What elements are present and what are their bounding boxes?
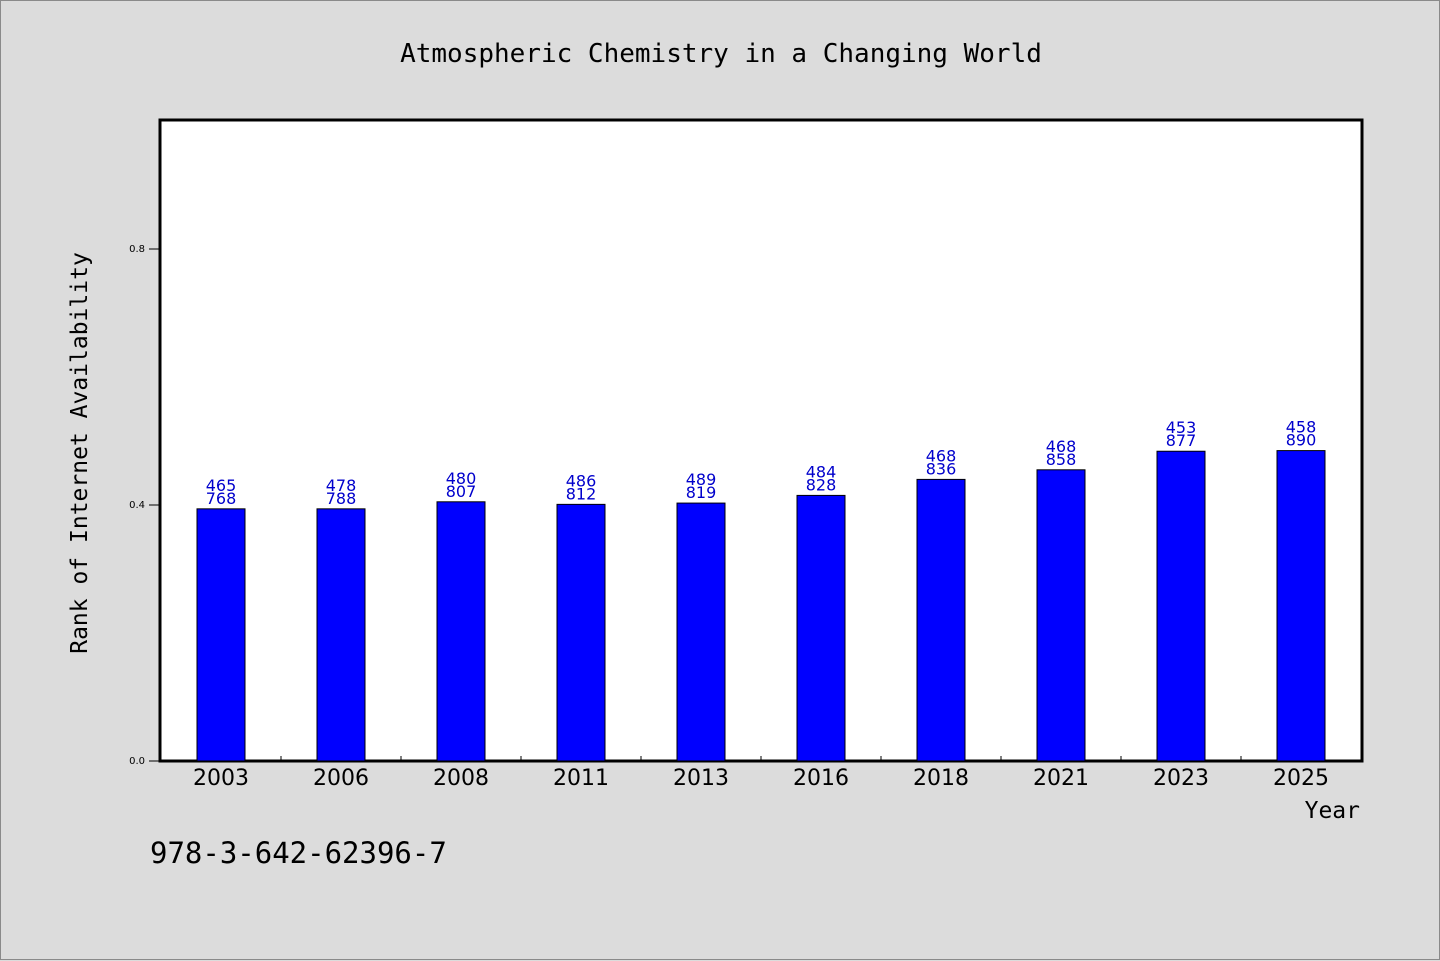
bar-2008: [436, 501, 486, 762]
x-tick-label: 2008: [433, 766, 489, 791]
bars: [196, 450, 1326, 762]
bar-label-bottom: 877: [1166, 431, 1197, 450]
x-tick-label: 2025: [1273, 766, 1329, 791]
bar-label-top: 480: [446, 469, 477, 488]
x-tick-label: 2013: [673, 766, 729, 791]
data-labels: 4657684787884808074868124898194848284688…: [206, 418, 1317, 508]
bar-label-top: 478: [326, 476, 357, 495]
x-tick-label: 2003: [193, 766, 249, 791]
y-axis-label: Rank of Internet Availability: [67, 252, 93, 654]
bar-label-bottom: 819: [686, 483, 717, 502]
bar-label-top: 465: [206, 476, 237, 495]
x-tick-label: 2006: [313, 766, 369, 791]
bar-2011: [556, 503, 606, 762]
bar-2025: [1276, 450, 1326, 762]
chart-title: Atmospheric Chemistry in a Changing Worl…: [400, 39, 1042, 69]
x-axis-label: Year: [1305, 798, 1360, 824]
bar-label-top: 468: [926, 446, 957, 465]
bar-label-top: 453: [1166, 418, 1197, 437]
bar-label-bottom: 788: [326, 489, 357, 508]
x-tick-label: 2021: [1033, 766, 1089, 791]
bar-label-top: 468: [1046, 437, 1077, 456]
x-tick-label: 2011: [553, 766, 609, 791]
bar-2003: [196, 508, 246, 762]
y-tick-label: 0.4: [129, 500, 145, 511]
bar-label-bottom: 812: [566, 484, 597, 503]
bar-2013: [676, 502, 726, 762]
bar-label-bottom: 890: [1286, 431, 1317, 450]
bar-label-top: 486: [566, 471, 597, 490]
x-tick-label: 2018: [913, 766, 969, 791]
bar-label-bottom: 858: [1046, 450, 1077, 469]
bar-2016: [796, 494, 846, 762]
y-tick-label: 0.8: [129, 244, 145, 255]
bar-label-top: 484: [806, 462, 837, 481]
bar-label-bottom: 836: [926, 459, 957, 478]
bar-label-top: 489: [686, 470, 717, 489]
x-tick-label: 2023: [1153, 766, 1209, 791]
bar-2006: [316, 508, 366, 762]
isbn-code: 978-3-642-62396-7: [150, 836, 447, 870]
bar-2021: [1036, 469, 1086, 762]
y-tick-label: 0.0: [129, 756, 145, 767]
bar-label-bottom: 828: [806, 475, 837, 494]
x-axis: 2003 2006 2008 2011 2013 2016 2018 2021 2023 2025: [193, 756, 1329, 791]
bar-2023: [1156, 450, 1206, 762]
x-tick-label: 2016: [793, 766, 849, 791]
y-axis: 0.0 0.4 0.8: [129, 244, 161, 767]
bar-label-bottom: 807: [446, 482, 477, 501]
bar-label-bottom: 768: [206, 489, 237, 508]
bar-2018: [916, 478, 966, 762]
bar-label-top: 458: [1286, 418, 1317, 437]
